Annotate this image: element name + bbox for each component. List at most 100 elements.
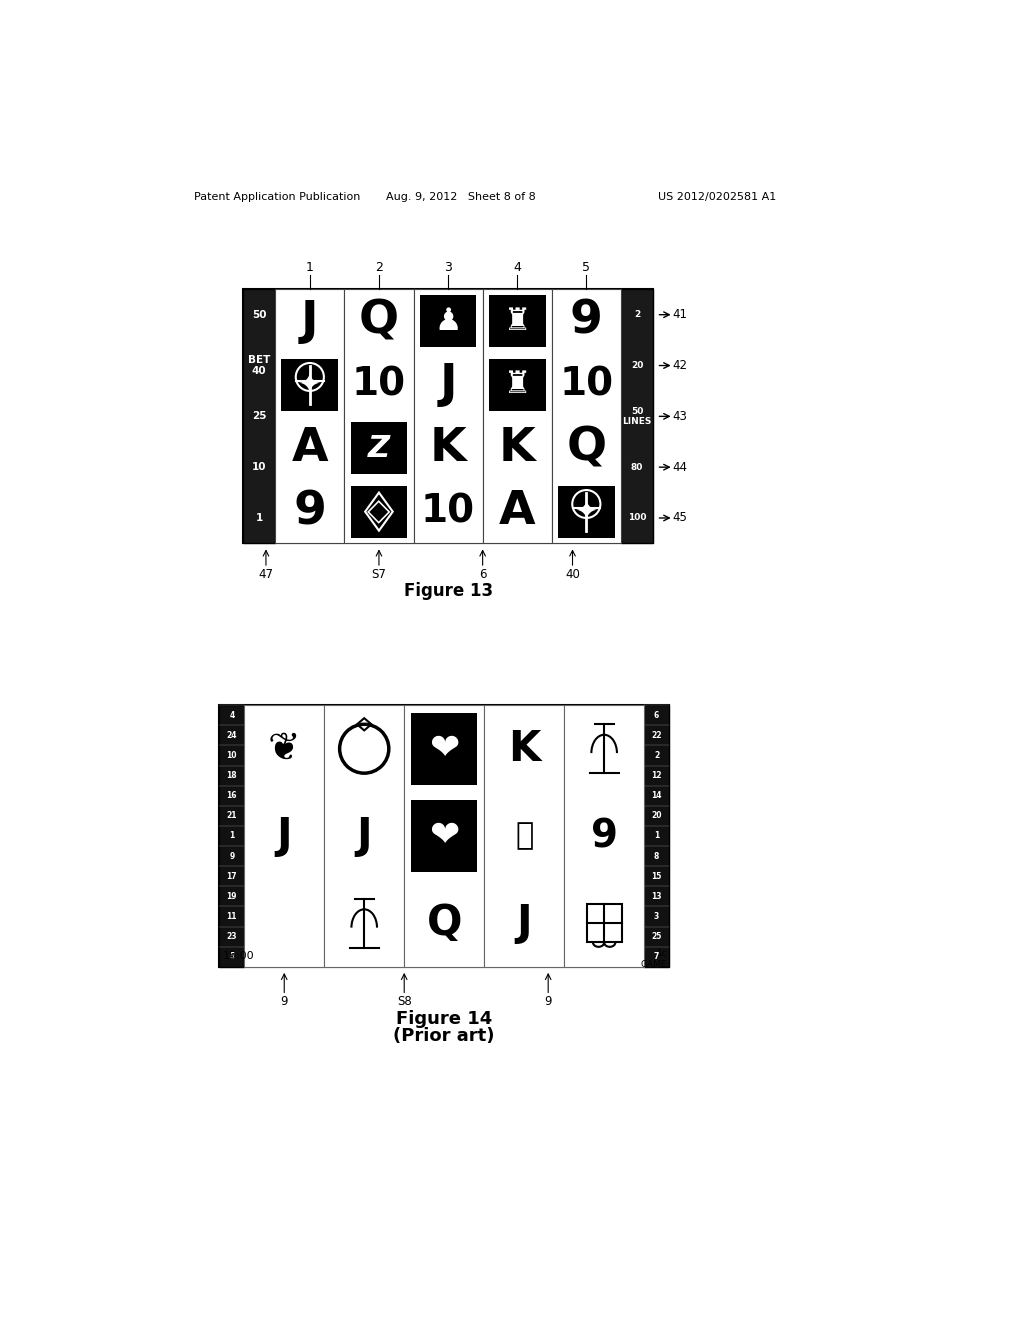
Text: 50
LINES: 50 LINES (623, 407, 652, 426)
Bar (243, 289, 275, 544)
Bar (412, 713, 477, 784)
Text: US 2012/0202581 A1: US 2012/0202581 A1 (657, 191, 776, 202)
Text: 20: 20 (631, 362, 643, 370)
Bar (243, 289, 653, 544)
Text: J: J (516, 903, 532, 944)
Text: 10: 10 (352, 366, 406, 404)
Text: 50: 50 (252, 310, 266, 319)
Text: Q: Q (566, 425, 606, 471)
Text: A: A (292, 425, 328, 471)
Text: 6: 6 (479, 568, 486, 581)
Text: 10: 10 (226, 751, 238, 760)
Text: K: K (499, 425, 536, 471)
Text: 6: 6 (654, 710, 659, 719)
Text: 2: 2 (634, 310, 640, 319)
Text: 4: 4 (513, 261, 521, 275)
Text: ❤: ❤ (429, 731, 460, 766)
Text: 9: 9 (591, 817, 617, 855)
Text: 9: 9 (545, 995, 552, 1008)
Bar (325, 705, 404, 966)
Text: 14: 14 (651, 791, 662, 800)
Bar (219, 705, 669, 966)
Text: Z: Z (368, 433, 390, 462)
Text: 10: 10 (421, 492, 475, 531)
Text: 41: 41 (673, 308, 687, 321)
Text: ◇: ◇ (368, 498, 391, 527)
Bar (282, 359, 338, 411)
Bar (488, 294, 546, 347)
Text: 23: 23 (226, 932, 238, 941)
Text: 1: 1 (229, 832, 234, 841)
Text: 15:00: 15:00 (223, 952, 255, 961)
Text: 9: 9 (281, 995, 288, 1008)
Text: 1: 1 (654, 832, 659, 841)
Text: Patent Application Publication: Patent Application Publication (194, 191, 360, 202)
Bar (644, 705, 669, 966)
Bar (245, 705, 325, 966)
Text: 8: 8 (654, 851, 659, 861)
Bar (404, 705, 484, 966)
Text: 1: 1 (255, 513, 262, 523)
Text: ✦: ✦ (574, 498, 598, 525)
Bar (219, 705, 245, 966)
Text: 10: 10 (559, 366, 613, 404)
Text: 9: 9 (570, 298, 603, 343)
Bar (275, 289, 344, 544)
Text: J: J (276, 814, 292, 857)
Bar (412, 800, 477, 871)
Text: (Prior art): (Prior art) (393, 1027, 495, 1045)
Text: K: K (508, 727, 541, 770)
Text: 40: 40 (565, 568, 580, 581)
Text: Q: Q (426, 903, 462, 944)
Text: 21: 21 (226, 812, 238, 820)
Text: A: A (499, 490, 536, 535)
Bar (564, 705, 644, 966)
Text: 9: 9 (229, 851, 234, 861)
Text: 5: 5 (229, 952, 234, 961)
Text: 25: 25 (252, 412, 266, 421)
Bar (621, 289, 653, 544)
Bar (420, 294, 476, 347)
Text: 15: 15 (651, 871, 662, 880)
Text: 10: 10 (252, 462, 266, 473)
Text: J: J (301, 298, 318, 343)
Text: 44: 44 (673, 461, 687, 474)
Text: BET
40: BET 40 (248, 355, 270, 376)
Text: 5: 5 (583, 261, 590, 275)
Text: ♟: ♟ (434, 306, 462, 335)
Text: 11: 11 (226, 912, 238, 921)
Text: 16: 16 (226, 791, 238, 800)
Text: 19: 19 (226, 892, 238, 902)
Text: 45: 45 (673, 511, 687, 524)
Text: K: K (430, 425, 466, 471)
Bar (552, 289, 621, 544)
Bar (350, 486, 408, 537)
Text: J: J (356, 814, 372, 857)
Text: 3: 3 (654, 912, 659, 921)
Bar (344, 289, 414, 544)
Text: Figure 13: Figure 13 (403, 582, 493, 601)
Text: 🕊: 🕊 (515, 821, 534, 850)
Bar (484, 705, 564, 966)
Text: ♜: ♜ (504, 306, 530, 335)
Text: ❤: ❤ (429, 818, 460, 853)
Text: 2: 2 (375, 261, 383, 275)
Text: 2: 2 (654, 751, 659, 760)
Text: ❦: ❦ (268, 730, 301, 768)
Text: ♜: ♜ (504, 370, 530, 399)
Text: J: J (439, 362, 457, 407)
Text: 25: 25 (651, 932, 662, 941)
Bar (350, 422, 408, 474)
Text: 24: 24 (226, 731, 238, 739)
Text: 9: 9 (294, 490, 327, 535)
Text: 1c
GAME: 1c GAME (641, 949, 668, 969)
Text: 7: 7 (654, 952, 659, 961)
Text: 22: 22 (651, 731, 662, 739)
Bar (414, 289, 482, 544)
Text: 80: 80 (631, 463, 643, 471)
Text: Figure 14: Figure 14 (396, 1010, 493, 1028)
Text: 20: 20 (651, 812, 662, 820)
Text: 100: 100 (628, 513, 646, 523)
Text: ✦: ✦ (298, 371, 322, 399)
Text: 47: 47 (258, 568, 273, 581)
